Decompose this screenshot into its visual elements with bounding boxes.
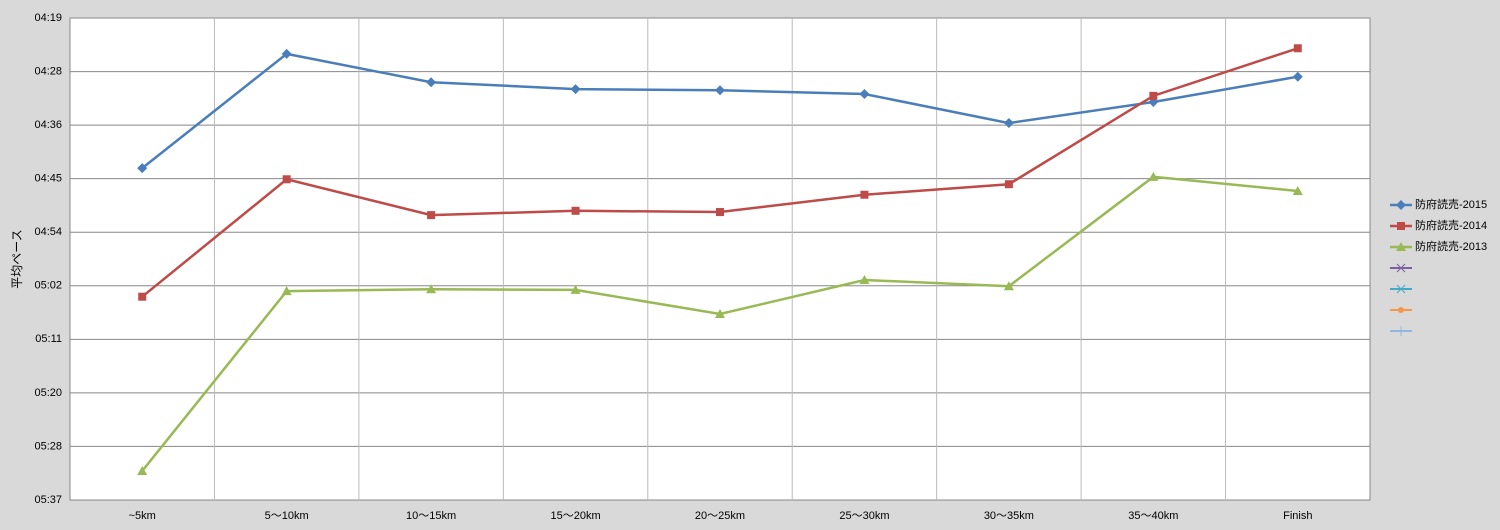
x-tick-label: 35～40km (1128, 510, 1178, 522)
marker (1293, 44, 1302, 53)
y-tick-label: 04:45 (34, 173, 62, 185)
marker (1003, 118, 1014, 129)
marker (1003, 281, 1014, 291)
marker (859, 89, 870, 100)
y-tick-label: 05:28 (34, 440, 62, 452)
legend-empty (1390, 263, 1412, 336)
legend-label: 防府読売-2015 (1415, 197, 1487, 211)
y-tick-label: 05:11 (35, 333, 62, 345)
marker (716, 208, 724, 217)
y-tick-label: 04:19 (34, 12, 62, 24)
marker (1004, 180, 1013, 189)
legend-label: 防府読売-2014 (1415, 218, 1487, 232)
x-tick-label: 5～10km (265, 510, 309, 522)
marker (426, 77, 437, 88)
marker (281, 48, 292, 59)
y-tick-label: 05:37 (34, 494, 62, 506)
marker (1292, 186, 1303, 196)
y-axis-label: 平均ペース (10, 229, 24, 288)
x-tick-label: 30～35km (984, 510, 1034, 522)
marker (427, 211, 436, 220)
marker (1148, 171, 1159, 181)
marker (137, 163, 148, 174)
marker (426, 284, 437, 294)
marker (1396, 242, 1406, 251)
marker (1149, 91, 1158, 100)
y-tick-label: 04:36 (34, 119, 62, 131)
marker (138, 292, 147, 301)
marker (1292, 71, 1303, 82)
x-tick-label: 20～25km (695, 510, 745, 522)
marker (137, 465, 148, 475)
y-tick-label: 05:02 (34, 280, 62, 292)
x-tick-label: 15～20km (550, 510, 600, 522)
marker (715, 85, 725, 96)
legend-label: 防府読売-2013 (1415, 239, 1487, 253)
marker (570, 284, 581, 294)
x-tick-label: ~5km (129, 510, 156, 522)
marker (859, 275, 870, 285)
y-tick-label: 05:20 (34, 387, 62, 399)
marker (282, 175, 291, 184)
marker (1396, 200, 1406, 210)
x-tick-label: 10～15km (406, 510, 456, 522)
x-tick-label: Finish (1283, 510, 1312, 522)
y-tick-label: 04:54 (34, 226, 62, 238)
marker (281, 286, 292, 296)
marker (715, 308, 725, 318)
marker (570, 84, 581, 95)
marker (860, 190, 869, 199)
marker (571, 206, 580, 215)
marker (1397, 222, 1405, 230)
x-tick-label: 25～30km (839, 510, 889, 522)
y-tick-label: 04:28 (34, 65, 62, 77)
